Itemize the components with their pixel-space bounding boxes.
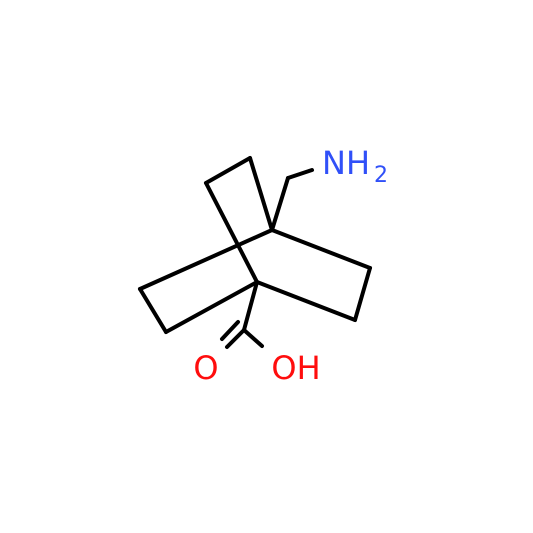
- atom-label: OH: [271, 349, 320, 387]
- double-bond: [220, 320, 240, 341]
- bond: [270, 228, 372, 270]
- bond: [242, 280, 259, 332]
- bond: [164, 280, 259, 334]
- atom-label: NH: [322, 144, 370, 182]
- bond: [204, 181, 259, 284]
- bonds: [138, 156, 372, 349]
- bond: [286, 168, 314, 180]
- bond: [255, 280, 357, 322]
- bond: [138, 228, 274, 291]
- atom-label: O: [193, 349, 218, 387]
- double-bond: [225, 328, 246, 349]
- bond: [270, 176, 290, 232]
- bond: [248, 156, 274, 232]
- bond: [353, 266, 372, 322]
- bond: [138, 287, 168, 334]
- bond: [242, 328, 264, 348]
- bond: [204, 156, 252, 185]
- atom-subscript: 2: [374, 163, 388, 188]
